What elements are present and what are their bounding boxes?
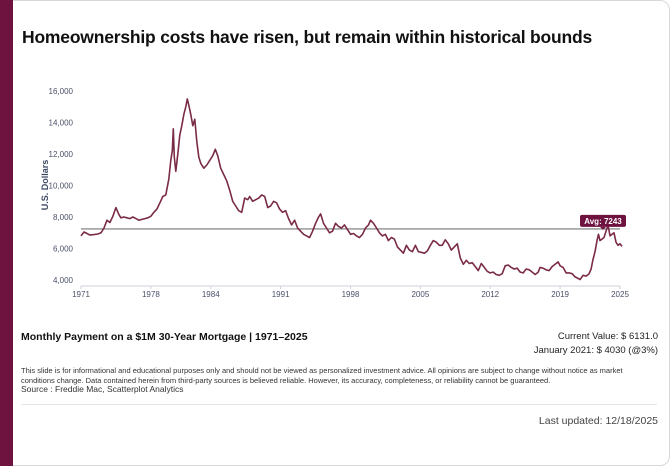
- y-tick-label: 10,000: [49, 182, 74, 191]
- x-tick-label: 2012: [481, 290, 499, 299]
- average-badge-label: Avg: 7243: [584, 217, 622, 226]
- y-tick-label: 8,000: [53, 213, 74, 222]
- source-note: Source : Freddie Mac, Scatterplot Analyt…: [21, 384, 184, 394]
- x-tick-label: 1971: [72, 290, 90, 299]
- x-tick-label: 1978: [142, 290, 160, 299]
- y-tick-label: 6,000: [53, 245, 74, 254]
- average-badge-pointer: [600, 226, 606, 230]
- x-tick-label: 2019: [551, 290, 569, 299]
- y-tick-label: 16,000: [49, 87, 74, 96]
- y-tick-label: 4,000: [53, 276, 74, 285]
- accent-bar: [0, 0, 13, 466]
- january-2021-value: January 2021: $ 4030 (@3%): [533, 345, 658, 356]
- last-updated: Last updated: 12/18/2025: [538, 415, 658, 427]
- x-tick-label: 2005: [411, 290, 429, 299]
- average-badge: [580, 214, 626, 227]
- x-tick-label: 1991: [272, 290, 290, 299]
- chart-title: Homeownership costs have risen, but rema…: [22, 27, 593, 47]
- x-tick-label: 1998: [342, 290, 360, 299]
- disclaimer: This slide is for informational and educ…: [21, 366, 623, 385]
- y-tick-label: 14,000: [49, 119, 74, 128]
- line-chart: U.S. Dollars 4,000 6,000 8,000 10,000 12,000…: [40, 87, 629, 299]
- x-tick-label: 2025: [611, 290, 629, 299]
- current-value: Current Value: $ 6131.0: [557, 331, 658, 342]
- series-line-monthly-payment: [80, 98, 623, 281]
- x-tick-label: 1984: [202, 290, 220, 299]
- y-tick-label: 12,000: [49, 150, 74, 159]
- divider: [21, 404, 657, 405]
- chart-subtitle: Monthly Payment on a $1M 30-Year Mortgag…: [21, 331, 308, 343]
- y-axis-label: U.S. Dollars: [40, 160, 50, 211]
